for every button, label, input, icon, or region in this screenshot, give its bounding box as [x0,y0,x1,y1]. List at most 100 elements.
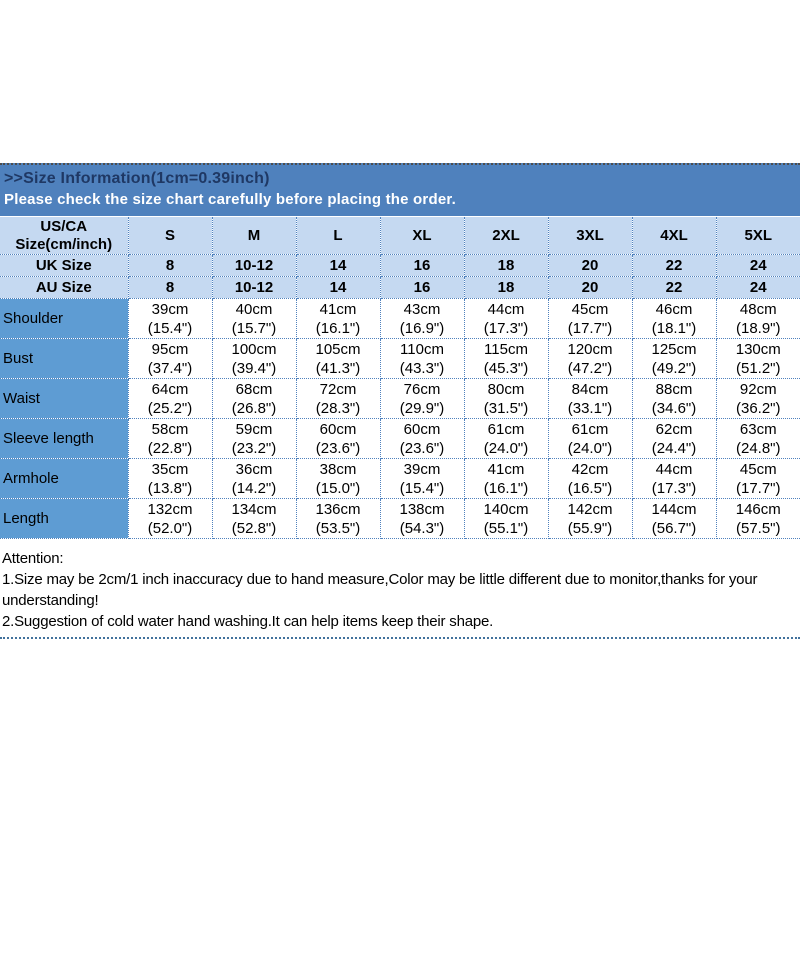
inch-value: (47.2") [549,359,632,378]
inch-value: (33.1") [549,399,632,418]
cm-value: 45cm [717,460,800,479]
attention-note-1: 1.Size may be 2cm/1 inch inaccuracy due … [2,569,798,611]
cm-value: 84cm [549,380,632,399]
au-size-value: 10-12 [212,277,296,299]
cm-value: 136cm [297,500,380,519]
measurement-value-cell: 44cm(17.3") [464,299,548,339]
cm-value: 100cm [213,340,296,359]
cm-value: 95cm [129,340,212,359]
inch-value: (24.0") [465,439,548,458]
uk-size-value: 24 [716,255,800,277]
cm-value: 68cm [213,380,296,399]
cm-value: 88cm [633,380,716,399]
measurement-value-cell: 48cm(18.9") [716,299,800,339]
au-size-value: 14 [296,277,380,299]
inch-value: (25.2") [129,399,212,418]
measurement-value-cell: 59cm(23.2") [212,419,296,459]
measurement-label: Length [0,499,128,539]
inch-value: (24.8") [717,439,800,458]
inch-value: (17.3") [465,319,548,338]
corner-line-2: Size(cm/inch) [0,236,128,254]
inch-value: (52.0") [129,519,212,538]
uk-size-value: 10-12 [212,255,296,277]
measurement-value-cell: 88cm(34.6") [632,379,716,419]
cm-value: 144cm [633,500,716,519]
attention-section: Attention: 1.Size may be 2cm/1 inch inac… [0,548,800,639]
measurement-value-cell: 63cm(24.8") [716,419,800,459]
inch-value: (55.1") [465,519,548,538]
size-header-cell-5xl: 5XL [716,217,800,255]
inch-value: (57.5") [717,519,800,538]
uk-size-value: 22 [632,255,716,277]
inch-value: (17.3") [633,479,716,498]
measurement-label: Shoulder [0,299,128,339]
inch-value: (45.3") [465,359,548,378]
inch-value: (37.4") [129,359,212,378]
uk-size-label: UK Size [0,255,128,277]
inch-value: (29.9") [381,399,464,418]
inch-value: (56.7") [633,519,716,538]
uk-size-value: 8 [128,255,212,277]
inch-value: (14.2") [213,479,296,498]
inch-value: (17.7") [717,479,800,498]
measurement-value-cell: 39cm(15.4") [128,299,212,339]
measurement-value-cell: 95cm(37.4") [128,339,212,379]
cm-value: 36cm [213,460,296,479]
size-header-cell-2xl: 2XL [464,217,548,255]
inch-value: (23.6") [381,439,464,458]
au-size-value: 16 [380,277,464,299]
measurement-value-cell: 134cm(52.8") [212,499,296,539]
inch-value: (15.4") [129,319,212,338]
measurement-value-cell: 45cm(17.7") [548,299,632,339]
inch-value: (23.2") [213,439,296,458]
cm-value: 105cm [297,340,380,359]
inch-value: (17.7") [549,319,632,338]
measurement-value-cell: 105cm(41.3") [296,339,380,379]
au-size-value: 22 [632,277,716,299]
inch-value: (16.1") [297,319,380,338]
cm-value: 72cm [297,380,380,399]
inch-value: (52.8") [213,519,296,538]
cm-value: 61cm [465,420,548,439]
attention-note-2: 2.Suggestion of cold water hand washing.… [2,611,798,632]
inch-value: (18.9") [717,319,800,338]
measurement-value-cell: 125cm(49.2") [632,339,716,379]
inch-value: (36.2") [717,399,800,418]
measurement-value-cell: 130cm(51.2") [716,339,800,379]
measurement-value-cell: 138cm(54.3") [380,499,464,539]
cm-value: 41cm [297,300,380,319]
inch-value: (54.3") [381,519,464,538]
inch-value: (26.8") [213,399,296,418]
cm-value: 63cm [717,420,800,439]
measurement-label: Bust [0,339,128,379]
cm-value: 44cm [465,300,548,319]
measurement-value-cell: 142cm(55.9") [548,499,632,539]
banner-title: >>Size Information(1cm=0.39inch) [4,169,800,189]
measurement-value-cell: 68cm(26.8") [212,379,296,419]
page-root: { "banner": { "title": ">>Size Informati… [0,163,800,963]
au-size-label: AU Size [0,277,128,299]
cm-value: 132cm [129,500,212,519]
measurement-value-cell: 144cm(56.7") [632,499,716,539]
cm-value: 35cm [129,460,212,479]
measurement-value-cell: 41cm(16.1") [296,299,380,339]
measurement-value-cell: 35cm(13.8") [128,459,212,499]
measurement-value-cell: 64cm(25.2") [128,379,212,419]
cm-value: 140cm [465,500,548,519]
inch-value: (51.2") [717,359,800,378]
measurement-label: Sleeve length [0,419,128,459]
inch-value: (49.2") [633,359,716,378]
au-size-value: 24 [716,277,800,299]
au-size-value: 18 [464,277,548,299]
inch-value: (16.5") [549,479,632,498]
size-header-cell-4xl: 4XL [632,217,716,255]
measurement-value-cell: 36cm(14.2") [212,459,296,499]
cm-value: 142cm [549,500,632,519]
cm-value: 115cm [465,340,548,359]
